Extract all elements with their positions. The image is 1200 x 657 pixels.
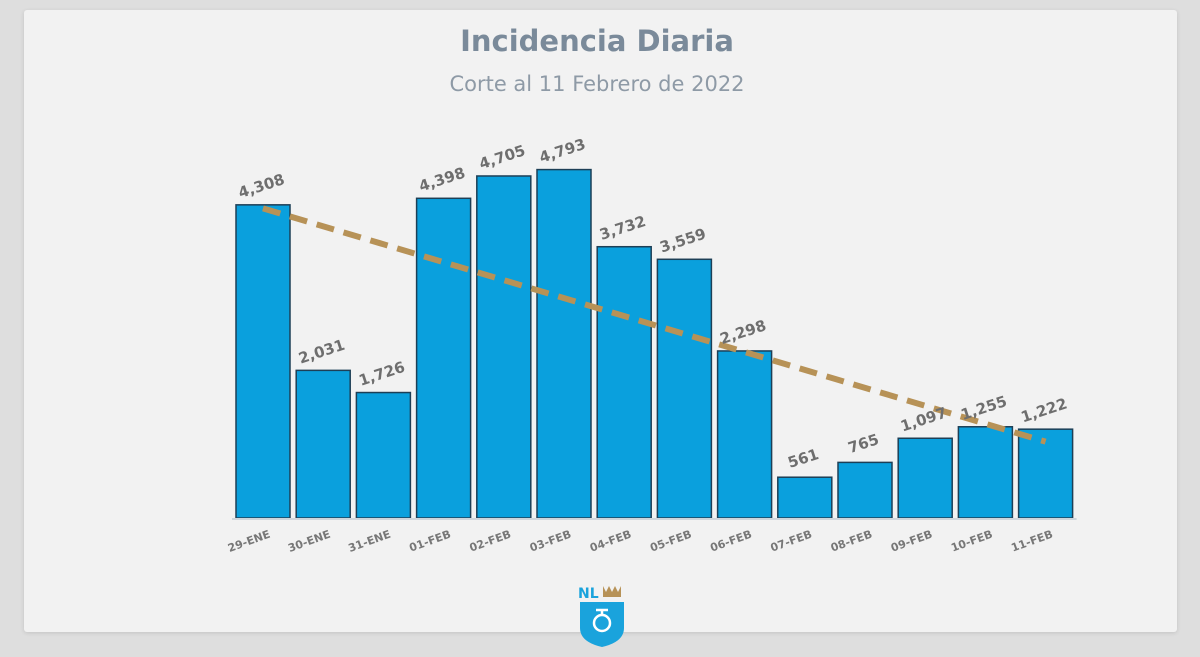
x-tick-label: 30-ENE [286,528,332,555]
trendline [262,205,1047,445]
x-tick-label: 10-FEB [949,528,994,555]
bar-08-feb [837,461,893,519]
x-tick-label: 01-FEB [407,528,452,555]
bar-29-ene [235,204,291,519]
bar-01-feb [415,197,472,519]
x-tick-label: 07-FEB [769,528,814,555]
value-label: 4,793 [537,135,588,167]
bar-03-feb [536,168,592,519]
value-label: 4,705 [477,141,528,173]
x-tick-label: 11-FEB [1009,528,1054,555]
x-tick-label: 05-FEB [648,528,693,555]
nuevo-leon-shield-logo: NL [578,586,624,647]
x-tick-label: 29-ENE [226,528,272,555]
value-label: 765 [846,430,881,457]
bar-30-ene [295,369,351,519]
value-label: 2,031 [296,336,347,368]
value-label: 3,732 [597,212,648,244]
value-label: 4,308 [236,170,287,202]
bar-04-feb [596,245,652,519]
x-tick-label: 31-ENE [347,528,393,555]
x-axis-tick-labels: 29-ENE 30-ENE 31-ENE 01-FEB 02-FEB 03-FEB 04-F… [226,528,1054,555]
bar-09-feb [897,437,953,519]
chart-title: Incidencia Diaria [460,24,734,58]
x-tick-label: 09-FEB [889,528,934,555]
value-label: 1,222 [1019,395,1070,427]
bars-layer [232,168,1077,520]
bar-07-feb [777,476,833,519]
value-label: 1,255 [959,392,1010,424]
x-tick-label: 02-FEB [468,528,513,555]
trendline-layer [262,205,1047,445]
chart-subtitle: Corte al 11 Febrero de 2022 [449,72,745,96]
value-label: 1,097 [898,404,949,436]
value-label: 3,559 [658,225,709,257]
x-tick-label: 04-FEB [588,528,633,555]
value-label: 1,726 [357,358,408,390]
value-label: 561 [786,445,821,472]
bar-10-feb [957,426,1014,519]
bar-31-ene [355,391,412,519]
value-label: 2,298 [718,316,769,348]
x-tick-label: 06-FEB [708,528,753,555]
bar-11-feb [1017,428,1074,519]
x-tick-label: 03-FEB [528,528,573,555]
svg-text:NL: NL [578,586,599,602]
bar-02-feb [476,175,532,519]
bar-05-feb [656,258,713,519]
x-tick-label: 08-FEB [829,528,874,555]
bar-06-feb [716,350,773,519]
value-label: 4,398 [417,164,468,196]
